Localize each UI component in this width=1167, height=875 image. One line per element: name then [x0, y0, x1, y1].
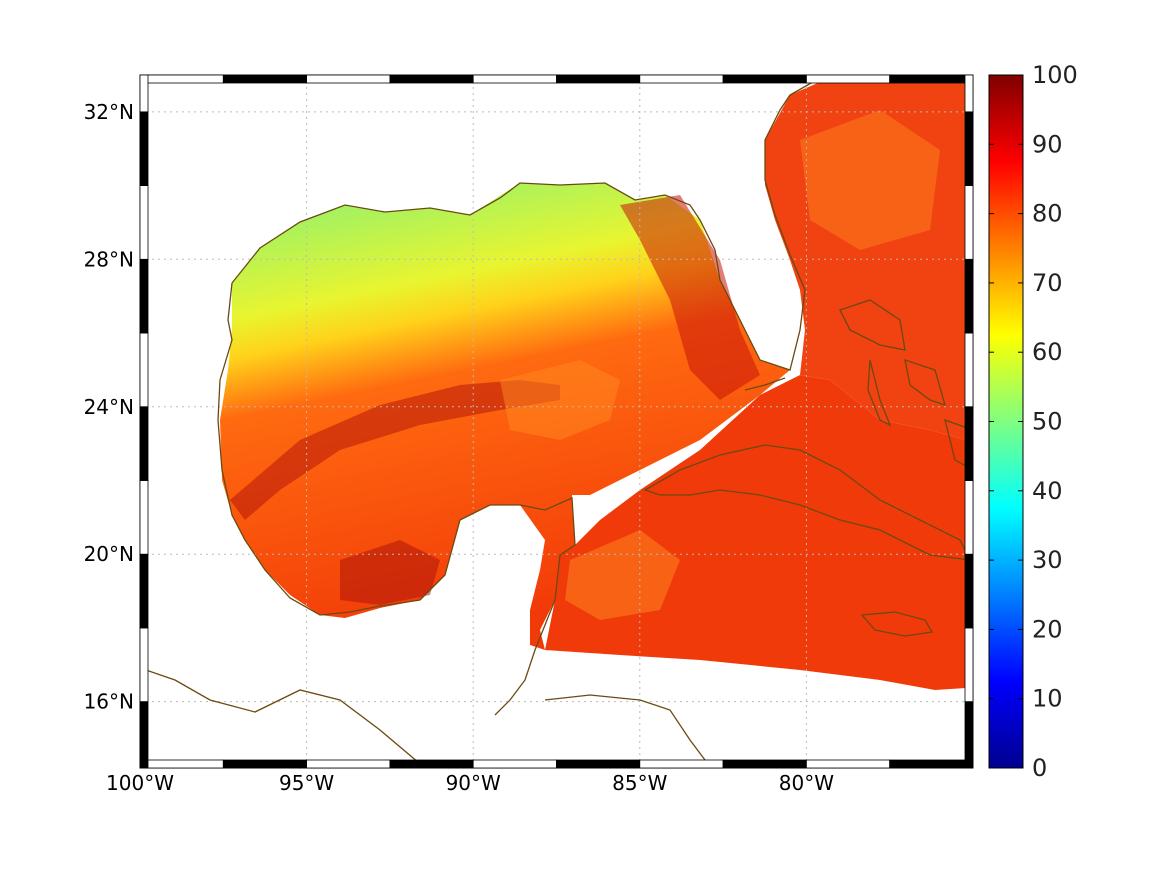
map-panel	[140, 75, 973, 768]
coastline-bahamas-1	[839, 299, 906, 351]
coastline-bahamas-2	[867, 359, 892, 427]
frame-segment-left	[139, 627, 149, 703]
lon-tick-label: 100°W	[106, 771, 174, 795]
latitude-labels: 16°N 20°N 24°N 28°N 32°N	[84, 100, 134, 714]
frame-segment-top	[806, 74, 891, 84]
coastline-honduras	[544, 694, 706, 761]
bay-of-campeche-dark	[340, 540, 440, 605]
frame-checks	[139, 74, 974, 769]
frame-segment-left	[139, 258, 149, 334]
frame-segment-left	[139, 553, 149, 629]
frame-segment-top	[722, 74, 807, 84]
frame-segment-right	[964, 185, 974, 260]
frame-segment-right	[964, 332, 974, 408]
frame-segment-left	[139, 406, 149, 481]
frame-segment-top	[556, 74, 641, 84]
colorbar-tick-label: 70	[1032, 269, 1063, 297]
frame-segment-bottom	[222, 759, 308, 769]
frame-segment-bottom	[889, 759, 974, 769]
frame-segment-right	[964, 111, 974, 186]
frame-segment-right	[964, 701, 974, 769]
frame-segment-left	[139, 701, 149, 769]
frame-segment-left	[139, 111, 149, 186]
coastline-jamaica	[860, 611, 934, 637]
colorbar-tick-label: 0	[1032, 754, 1047, 782]
frame-segment-top	[139, 74, 224, 84]
colorbar-ticks: 0 10 20 30 40 50 60 70 80 90 100	[989, 61, 1078, 782]
lat-tick-label: 32°N	[84, 100, 134, 124]
frame-segment-top	[389, 74, 474, 84]
frame-segment-left	[139, 332, 149, 408]
coastline-mexico	[217, 282, 576, 716]
lon-tick-label: 80°W	[779, 771, 834, 795]
colorbar-tick-label: 10	[1032, 685, 1063, 713]
frame-segment-left	[139, 74, 149, 113]
frame-segment-bottom	[556, 759, 641, 769]
lat-tick-label: 24°N	[84, 395, 134, 419]
frame-segment-bottom	[306, 759, 391, 769]
colorbar-gradient	[988, 74, 1024, 769]
frame-segment-right	[964, 258, 974, 334]
frame-segment-right	[964, 480, 974, 555]
atlantic-field	[765, 82, 966, 440]
frame-segment-bottom	[139, 759, 224, 769]
frame-segment-bottom	[472, 759, 557, 769]
frame-segment-bottom	[806, 759, 891, 769]
map-frame	[139, 74, 974, 769]
frame-segment-top	[306, 74, 391, 84]
frame-segment-bottom	[639, 759, 724, 769]
lon-tick-label: 95°W	[279, 771, 334, 795]
gulf-of-mexico-field	[220, 183, 790, 650]
lon-tick-label: 90°W	[446, 771, 501, 795]
frame-segment-right	[964, 627, 974, 703]
colorbar-tick-label: 30	[1032, 546, 1063, 574]
coastline-hispaniola	[944, 418, 973, 471]
frame-segment-top	[889, 74, 974, 84]
colorbar-tick-label: 90	[1032, 130, 1063, 158]
colorbar-tick-label: 100	[1032, 61, 1078, 89]
lat-tick-label: 20°N	[84, 542, 134, 566]
colorbar-tick-label: 80	[1032, 200, 1063, 228]
lat-tick-label: 28°N	[84, 247, 134, 271]
colorbar: 0 10 20 30 40 50 60 70 80 90 100	[988, 61, 1078, 782]
frame-segment-top	[472, 74, 557, 84]
coastline-florida-keys	[744, 377, 786, 391]
orange-patch-atlantic	[800, 110, 940, 250]
coastline-gulf	[231, 77, 821, 371]
frame-segment-top	[639, 74, 724, 84]
colorbar-tick-label: 60	[1032, 338, 1063, 366]
colorbar-tick-label: 20	[1032, 615, 1063, 643]
lon-tick-label: 85°W	[612, 771, 667, 795]
frame-segment-right	[964, 406, 974, 481]
coastline-bahamas-3	[904, 359, 946, 407]
lat-tick-label: 16°N	[84, 690, 134, 714]
frame-segment-right	[964, 74, 974, 113]
longitude-labels: 100°W 95°W 90°W 85°W 80°W	[106, 771, 834, 795]
frame-segment-bottom	[389, 759, 474, 769]
frame-segment-left	[139, 480, 149, 555]
orange-patch-central	[500, 360, 620, 440]
frame-segment-right	[964, 553, 974, 629]
orange-patch-yucatan	[565, 530, 680, 620]
coastline-central-america	[140, 667, 426, 768]
frame-segment-top	[222, 74, 308, 84]
frame-segment-left	[139, 185, 149, 260]
frame-segment-bottom	[722, 759, 807, 769]
colorbar-tick-label: 40	[1032, 477, 1063, 505]
colorbar-tick-label: 50	[1032, 408, 1063, 436]
gridlines	[140, 75, 973, 768]
loop-current-band	[620, 195, 760, 400]
